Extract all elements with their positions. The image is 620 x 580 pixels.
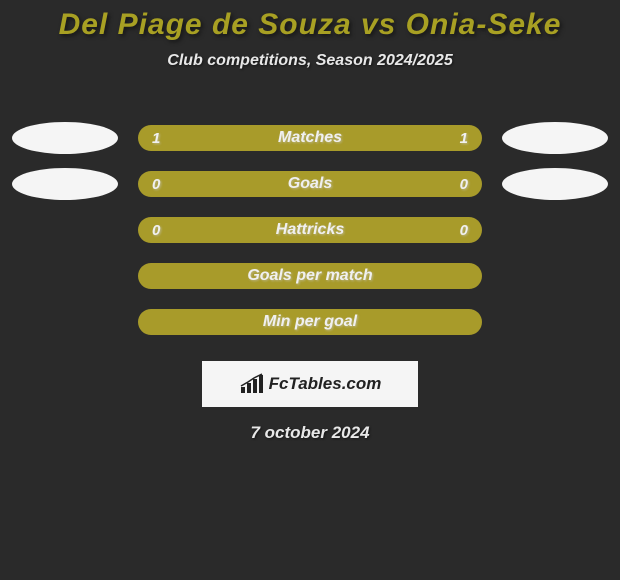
bars-icon xyxy=(239,373,265,395)
stat-label: Goals xyxy=(288,175,332,193)
stat-row: 0 Hattricks 0 xyxy=(0,207,620,253)
stat-row: Min per goal xyxy=(0,299,620,345)
oval-spacer xyxy=(12,260,118,292)
stat-label: Min per goal xyxy=(263,313,357,331)
stat-bar: 0 Goals 0 xyxy=(138,171,482,197)
stat-bar: Goals per match xyxy=(138,263,482,289)
stat-row: 1 Matches 1 xyxy=(0,115,620,161)
player-right-oval xyxy=(502,122,608,154)
stat-value-right: 1 xyxy=(460,130,468,147)
stat-value-right: 0 xyxy=(460,222,468,239)
brand-logo-text: FcTables.com xyxy=(269,374,382,394)
stat-value-left: 0 xyxy=(152,222,160,239)
snapshot-date: 7 october 2024 xyxy=(0,423,620,443)
stat-bar: 0 Hattricks 0 xyxy=(138,217,482,243)
oval-spacer xyxy=(12,214,118,246)
stat-bar: Min per goal xyxy=(138,309,482,335)
oval-spacer xyxy=(502,306,608,338)
stat-label: Matches xyxy=(278,129,342,147)
oval-spacer xyxy=(502,260,608,292)
player-left-oval xyxy=(12,122,118,154)
stat-label: Hattricks xyxy=(276,221,344,239)
player-left-oval xyxy=(12,168,118,200)
oval-spacer xyxy=(12,306,118,338)
comparison-title: Del Piage de Souza vs Onia-Seke xyxy=(0,0,620,42)
stats-container: 1 Matches 1 0 Goals 0 0 Hattricks 0 Goals per mat… xyxy=(0,115,620,345)
oval-spacer xyxy=(502,214,608,246)
stat-value-right: 0 xyxy=(460,176,468,193)
stat-bar: 1 Matches 1 xyxy=(138,125,482,151)
stat-value-left: 1 xyxy=(152,130,160,147)
brand-logo: FcTables.com xyxy=(202,361,418,407)
stat-row: Goals per match xyxy=(0,253,620,299)
stat-value-left: 0 xyxy=(152,176,160,193)
stat-label: Goals per match xyxy=(247,267,372,285)
player-right-oval xyxy=(502,168,608,200)
subtitle: Club competitions, Season 2024/2025 xyxy=(0,52,620,70)
stat-row: 0 Goals 0 xyxy=(0,161,620,207)
